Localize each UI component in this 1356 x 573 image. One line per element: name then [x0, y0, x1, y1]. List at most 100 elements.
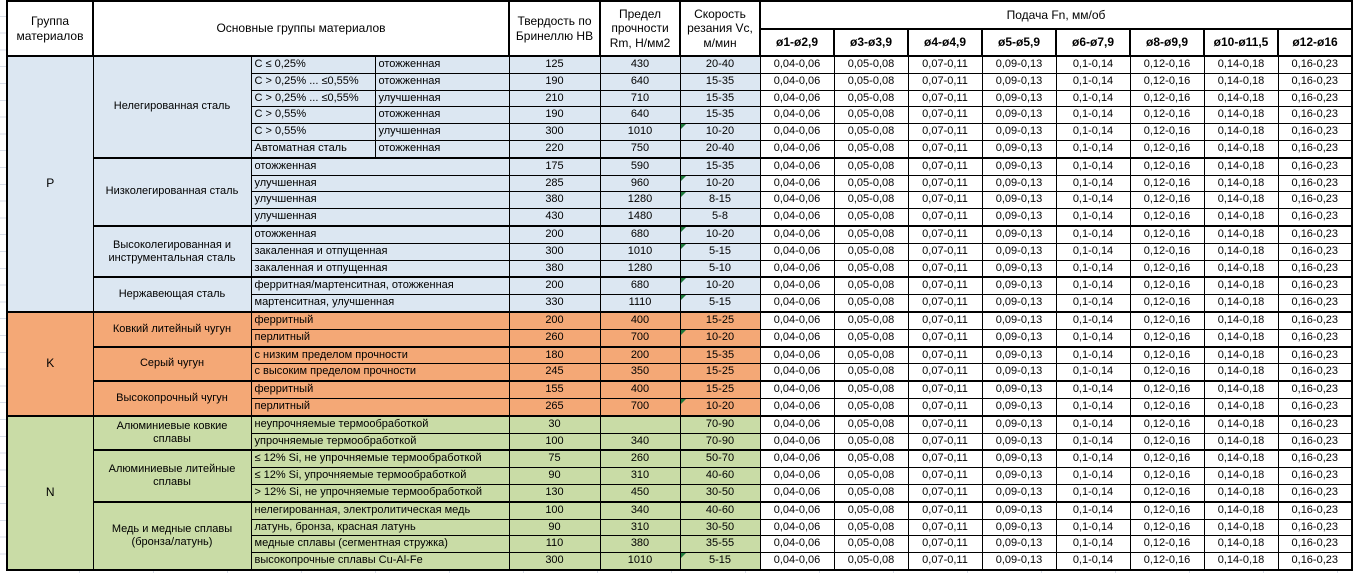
feed-value-cell: 0,16-0,23: [1277, 139, 1353, 159]
feed-value-cell: 0,04-0,06: [759, 89, 835, 108]
feed-value-cell: 0,04-0,06: [759, 363, 835, 382]
feed-value-cell: 0,07-0,11: [907, 259, 983, 278]
subgroup-name-cell: Алюминиевые литейные сплавы: [92, 449, 252, 503]
strength-cell: 680: [599, 224, 681, 244]
feed-value-cell: 0,09-0,13: [981, 139, 1057, 159]
cutting-speed-cell: 5-10: [679, 259, 761, 278]
hardness-cell: 100: [508, 500, 601, 520]
hardness-cell: 200: [508, 224, 601, 244]
feed-value-cell: 0,16-0,23: [1277, 363, 1353, 382]
feed-value-cell: 0,04-0,06: [759, 467, 835, 485]
feed-value-cell: 0,07-0,11: [907, 89, 983, 108]
feed-value-cell: 0,12-0,16: [1129, 518, 1205, 537]
cutting-speed-cell: 20-40: [679, 54, 761, 74]
table-row: Высокопрочный чугун ферритный 155 400 15-25 0…: [7, 380, 1353, 417]
header-main-material-groups: Основные группы материалов: [92, 0, 510, 57]
feed-value-cell: 0,07-0,11: [907, 380, 983, 399]
cutting-speed-cell: 15-25: [679, 363, 761, 382]
cutting-speed-cell: 30-50: [679, 518, 761, 537]
hardness-cell: 200: [508, 276, 601, 296]
feed-value-cell: 0,04-0,06: [759, 294, 835, 313]
feed-value-cell: 0,12-0,16: [1129, 552, 1205, 571]
cutting-speed-cell: 15-35: [679, 89, 761, 108]
feed-value-cell: 0,16-0,23: [1277, 432, 1353, 451]
feed-value-cell: 0,12-0,16: [1129, 432, 1205, 451]
feed-value-cell: 0,14-0,18: [1203, 432, 1279, 451]
cutting-speed-cell: 15-35: [679, 156, 761, 176]
subgroup-name-cell: Ковкий литейный чугун: [92, 310, 252, 348]
feed-value-cell: 0,14-0,18: [1203, 310, 1279, 330]
feed-value-cell: 0,1-0,14: [1055, 328, 1131, 348]
subgroup-name-cell: Серый чугун: [92, 345, 252, 382]
feed-value-cell: 0,09-0,13: [981, 294, 1057, 313]
feed-value-cell: 0,07-0,11: [907, 294, 983, 313]
feed-value-cell: 0,09-0,13: [981, 208, 1057, 227]
table-row: C > 0,25% ... ≤0,55% улучшенная 210 710 15-3…: [7, 89, 1353, 108]
cutting-speed-cell: 15-25: [679, 310, 761, 330]
feed-value-cell: 0,12-0,16: [1129, 72, 1205, 91]
feed-value-cell: 0,12-0,16: [1129, 242, 1205, 261]
feed-value-cell: 0,04-0,06: [759, 156, 835, 176]
spec-cell: C ≤ 0,25%: [250, 54, 376, 74]
feed-value-cell: 0,16-0,23: [1277, 259, 1353, 278]
feed-value-cell: 0,12-0,16: [1129, 345, 1205, 365]
feed-value-cell: 0,07-0,11: [907, 123, 983, 141]
feed-value-cell: 0,1-0,14: [1055, 518, 1131, 537]
feed-value-cell: 0,12-0,16: [1129, 174, 1205, 193]
feed-value-cell: 0,07-0,11: [907, 208, 983, 227]
cutting-speed-cell: 5-15: [679, 294, 761, 313]
feed-value-cell: 0,12-0,16: [1129, 259, 1205, 278]
feed-value-cell: 0,1-0,14: [1055, 449, 1131, 469]
feed-value-cell: 0,09-0,13: [981, 54, 1057, 74]
feed-value-cell: 0,07-0,11: [907, 500, 983, 520]
header-tensile-strength: Предел прочности Rm, Н/мм2: [599, 0, 681, 57]
feed-value-cell: 0,16-0,23: [1277, 54, 1353, 74]
feed-value-cell: 0,12-0,16: [1129, 224, 1205, 244]
feed-value-cell: 0,09-0,13: [981, 552, 1057, 571]
state-cell: высокопрочные сплавы Cu-Al-Fe: [250, 552, 510, 571]
feed-value-cell: 0,16-0,23: [1277, 345, 1353, 365]
feed-value-cell: 0,14-0,18: [1203, 139, 1279, 159]
feed-value-cell: 0,05-0,08: [833, 294, 909, 313]
feed-value-cell: 0,14-0,18: [1203, 54, 1279, 74]
feed-value-cell: 0,16-0,23: [1277, 328, 1353, 348]
feed-value-cell: 0,1-0,14: [1055, 72, 1131, 91]
feed-value-cell: 0,09-0,13: [981, 518, 1057, 537]
cutting-speed-cell: 10-20: [679, 276, 761, 296]
feed-value-cell: 0,16-0,23: [1277, 123, 1353, 141]
feed-value-cell: 0,14-0,18: [1203, 208, 1279, 227]
feed-value-cell: 0,1-0,14: [1055, 552, 1131, 571]
feed-value-cell: 0,12-0,16: [1129, 483, 1205, 503]
cutting-speed-cell: 10-20: [679, 224, 761, 244]
feed-value-cell: 0,04-0,06: [759, 483, 835, 503]
cutting-speed-cell: 70-90: [679, 432, 761, 451]
feed-value-cell: 0,09-0,13: [981, 328, 1057, 348]
feed-value-cell: 0,07-0,11: [907, 414, 983, 434]
table-row: упрочняемые термообработкой 100 340 70-90 0,…: [7, 432, 1353, 451]
header-diameter-range: ø5-ø5,9: [981, 28, 1057, 57]
hardness-cell: 130: [508, 483, 601, 503]
feed-value-cell: 0,09-0,13: [981, 414, 1057, 434]
table-row: C > 0,55% отожженная 190 640 15-35 0,04-0,06 0…: [7, 106, 1353, 125]
feed-value-cell: 0,12-0,16: [1129, 106, 1205, 125]
feed-value-cell: 0,07-0,11: [907, 552, 983, 571]
strength-cell: 1110: [599, 294, 681, 313]
strength-cell: 700: [599, 397, 681, 417]
feed-value-cell: 0,07-0,11: [907, 276, 983, 296]
hardness-cell: 245: [508, 363, 601, 382]
state-cell: перлитный: [250, 397, 510, 417]
feed-value-cell: 0,09-0,13: [981, 174, 1057, 193]
feed-value-cell: 0,05-0,08: [833, 191, 909, 210]
feed-value-cell: 0,14-0,18: [1203, 500, 1279, 520]
state-cell: улучшенная: [250, 208, 510, 227]
hardness-cell: 210: [508, 89, 601, 108]
spec-cell: C > 0,55%: [250, 123, 376, 141]
feed-value-cell: 0,07-0,11: [907, 310, 983, 330]
header-diameter-range: ø6-ø7,9: [1055, 28, 1131, 57]
state-cell: нелегированная, электролитическая медь: [250, 500, 510, 520]
header-diameter-range: ø4-ø4,9: [907, 28, 983, 57]
feed-value-cell: 0,1-0,14: [1055, 483, 1131, 503]
feed-value-cell: 0,09-0,13: [981, 259, 1057, 278]
table-row: N Алюминиевые ковкие сплавы неупрочняемые …: [6, 414, 1353, 571]
feed-value-cell: 0,14-0,18: [1203, 535, 1279, 554]
